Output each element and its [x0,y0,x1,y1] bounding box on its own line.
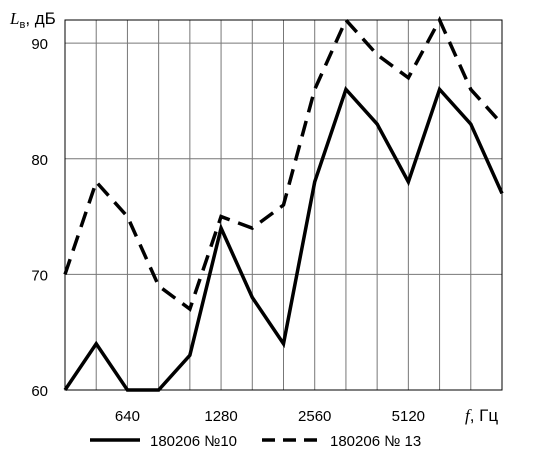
y-tick-label: 70 [31,267,48,284]
x-tick-label: 640 [115,408,140,425]
x-axis-label-unit: , Гц [470,406,499,425]
series-line-0 [63,85,504,392]
x-tick-label: 5120 [392,408,425,425]
x-axis-label: f, Гц [465,406,498,425]
legend-label-0: 180206 №10 [150,433,237,450]
y-tick-label: 60 [31,383,48,400]
series-layer [63,16,504,392]
x-axis-label-main: f [465,406,472,425]
grid-lines [65,20,502,390]
y-axis-label-sub: в [19,19,25,31]
legend: 180206 №10 180206 № 13 [90,433,421,450]
x-axis-ticks: 640 1280 2560 5120 [115,408,425,425]
y-axis-label-unit: , дБ [25,9,56,28]
series-line-1 [63,16,504,312]
y-tick-label: 80 [31,152,48,169]
plot-area-border [64,19,503,391]
x-tick-label: 1280 [204,408,237,425]
legend-label-1: 180206 № 13 [330,433,421,450]
y-axis-ticks: 60 70 80 90 [31,36,48,400]
y-tick-label: 90 [31,36,48,53]
y-axis-label: Lв, дБ [9,9,56,31]
y-axis-label-main: L [9,9,19,28]
x-tick-label: 2560 [298,408,331,425]
